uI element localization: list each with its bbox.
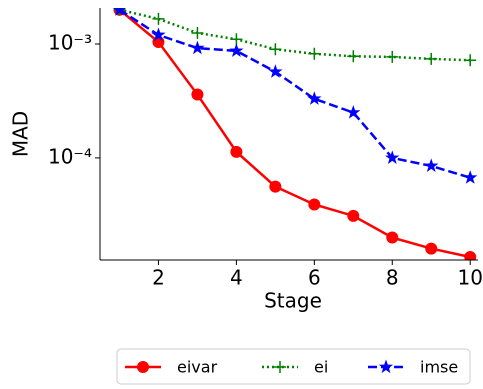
- legend-label: eivar: [177, 358, 218, 377]
- marker: [463, 170, 478, 184]
- line: [118, 8, 471, 259]
- x-tick-label: 10: [457, 266, 482, 290]
- marker: [274, 361, 286, 373]
- marker: [308, 47, 321, 60]
- marker: [229, 43, 244, 57]
- marker: [113, 8, 126, 16]
- marker: [191, 26, 204, 39]
- marker: [425, 52, 438, 65]
- line: [119, 8, 471, 62]
- marker: [269, 43, 282, 56]
- marker: [347, 209, 360, 222]
- marker: [424, 158, 439, 172]
- x-tick-label: 4: [230, 266, 243, 290]
- marker: [268, 64, 283, 78]
- marker: [151, 27, 166, 41]
- x-tick-label: 6: [308, 266, 321, 290]
- marker: [191, 88, 204, 101]
- legend-label: imse: [420, 358, 458, 377]
- line: [118, 8, 471, 179]
- marker: [378, 359, 394, 374]
- marker: [152, 12, 165, 25]
- marker: [308, 198, 321, 211]
- x-tick-label: 2: [152, 266, 165, 290]
- marker: [230, 33, 243, 46]
- marker: [307, 91, 322, 105]
- marker: [230, 145, 243, 158]
- y-tick-label: 10⁻³: [48, 30, 92, 54]
- marker: [347, 50, 360, 63]
- y-axis-label: MAD: [9, 111, 33, 157]
- marker: [464, 54, 477, 67]
- marker: [346, 105, 361, 119]
- y-tick-label: 10⁻⁴: [48, 144, 92, 168]
- marker: [137, 361, 149, 373]
- legend-label: ei: [314, 358, 328, 377]
- marker: [386, 50, 399, 63]
- marker: [385, 150, 400, 164]
- x-tick-label: 8: [386, 266, 399, 290]
- x-axis-label: Stage: [264, 289, 322, 313]
- marker: [425, 242, 438, 255]
- marker: [386, 231, 399, 244]
- marker: [269, 180, 282, 193]
- marker: [190, 40, 205, 55]
- marker: [464, 250, 477, 260]
